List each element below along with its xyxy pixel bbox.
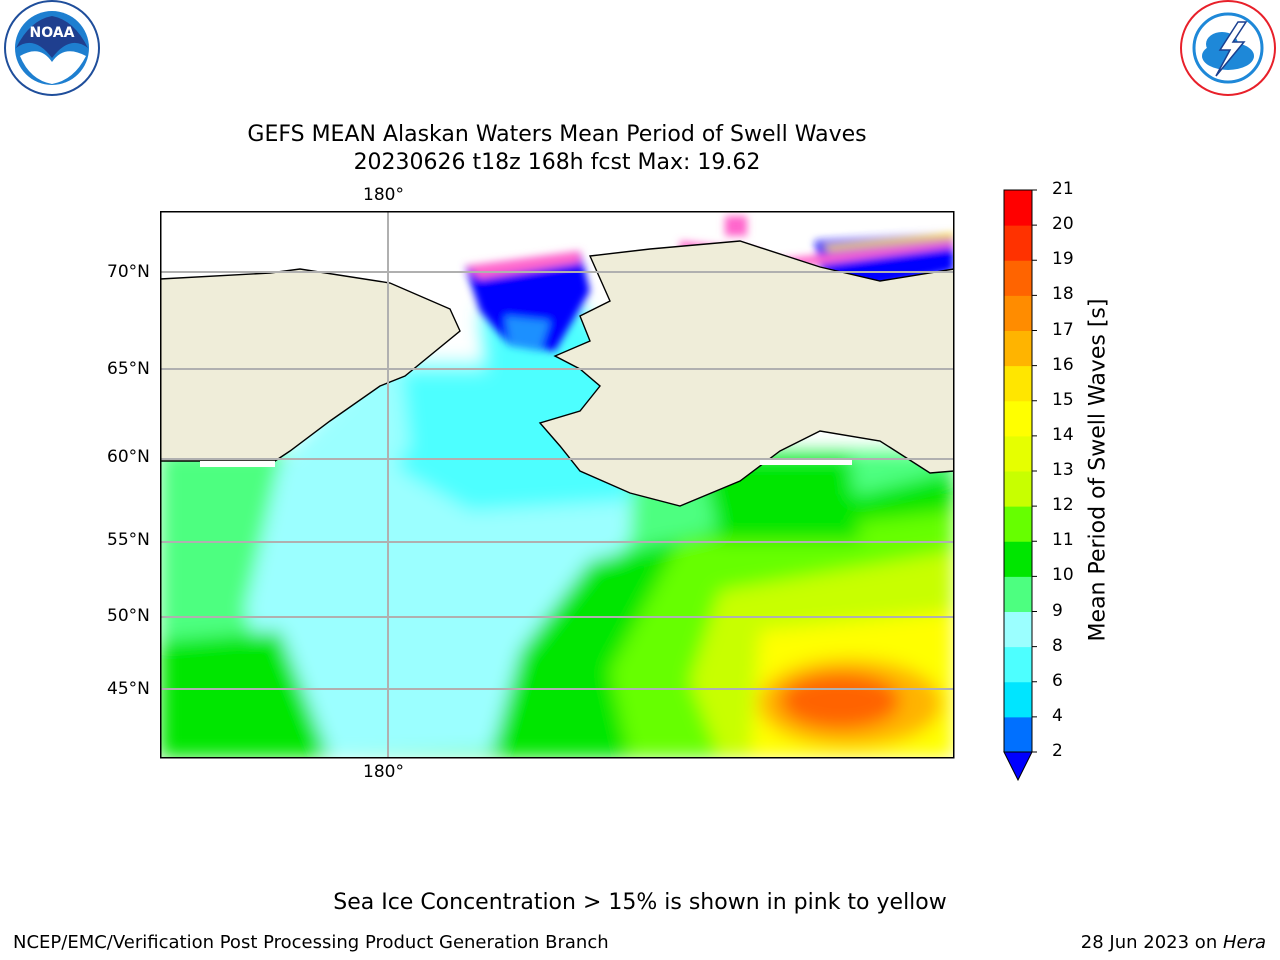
noaa-logo-icon: NOAA [4,0,100,96]
map-plot [160,211,955,759]
colorbar-segment [1004,295,1032,331]
noaa-logo-text: NOAA [30,25,75,41]
swell-period-field [160,303,954,758]
colorbar-segment [1004,435,1032,472]
colorbar-segment [1004,716,1032,753]
colorbar-tick-label: 13 [1052,460,1074,480]
colorbar-tick-label: 15 [1052,389,1074,410]
colorbar-label: Mean Period of Swell Waves [s] [1085,298,1111,642]
colorbar-segment [1004,190,1032,226]
lat-label-70: 70°N [107,262,150,282]
colorbar-segment [1004,225,1032,261]
footer-date: 28 Jun 2023 on Hera [1081,932,1266,953]
lat-label-45: 45°N [107,679,150,699]
lat-label-60: 60°N [107,447,150,467]
colorbar-tick-label: 12 [1052,495,1074,516]
colorbar-tick-label: 18 [1052,284,1074,305]
colorbar-tick-label: 8 [1052,635,1063,656]
colorbar-tick-label: 9 [1052,600,1063,621]
colorbar-segment [1004,400,1032,437]
colorbar-tick-label: 11 [1052,530,1074,551]
nws-logo-icon [1180,0,1276,96]
colorbar [1003,189,1037,782]
lon-label-bottom: 180° [363,762,404,782]
lon-label-top: 180° [363,185,404,205]
colorbar-tick-label: 21 [1052,179,1074,199]
lat-label-50: 50°N [107,606,150,626]
lat-label-55: 55°N [107,530,150,550]
colorbar-segment [1004,611,1032,648]
colorbar-tick-label: 6 [1052,670,1063,691]
colorbar-segment [1004,646,1032,683]
colorbar-tick-label: 10 [1052,565,1074,586]
lat-label-65: 65°N [107,359,150,379]
chart-subtitle: 20230626 t18z 168h fcst Max: 19.62 [353,150,761,175]
colorbar-tick-label: 2 [1052,741,1063,761]
colorbar-tick-label: 19 [1052,249,1074,270]
colorbar-segment [1004,576,1032,612]
colorbar-tick-label: 14 [1052,424,1074,445]
graticule [160,211,954,758]
colorbar-tick-label: 4 [1052,705,1063,726]
colorbar-segment [1004,260,1032,296]
sea-ice-caption: Sea Ice Concentration > 15% is shown in … [333,890,947,915]
colorbar-extend-arrow [1003,751,1033,782]
footer-host: Hera [1222,932,1266,953]
footer-date-text: 28 Jun 2023 on [1080,932,1223,953]
colorbar-segment [1004,365,1032,402]
chart-title: GEFS MEAN Alaskan Waters Mean Period of … [247,122,867,147]
colorbar-segment [1004,681,1032,718]
map-frame [160,211,955,759]
colorbar-segment [1004,506,1032,542]
colorbar-tick-label: 16 [1052,354,1074,375]
colorbar-segment [1004,541,1032,577]
land [160,240,954,507]
colorbar-tick-label: 20 [1052,214,1074,235]
colorbar-segment [1004,471,1032,507]
colorbar-tick-label: 17 [1052,319,1074,340]
colorbar-segment [1004,330,1032,367]
footer-credit: NCEP/EMC/Verification Post Processing Pr… [13,932,609,953]
